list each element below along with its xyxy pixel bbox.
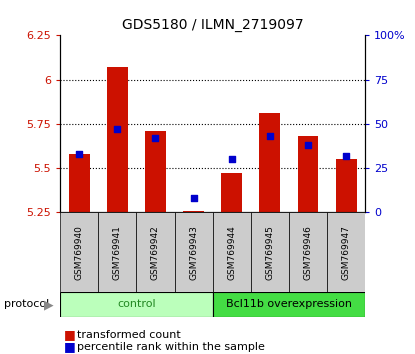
Text: Bcl11b overexpression: Bcl11b overexpression bbox=[226, 299, 352, 309]
Text: ■: ■ bbox=[64, 341, 76, 353]
Point bbox=[266, 133, 273, 139]
Text: GSM769945: GSM769945 bbox=[265, 225, 274, 280]
Point bbox=[114, 126, 121, 132]
Text: GSM769942: GSM769942 bbox=[151, 225, 160, 280]
FancyBboxPatch shape bbox=[60, 212, 98, 292]
Text: GSM769946: GSM769946 bbox=[303, 225, 312, 280]
Text: GSM769940: GSM769940 bbox=[75, 225, 84, 280]
Bar bbox=[145, 131, 166, 212]
Bar bbox=[183, 211, 204, 212]
Point bbox=[76, 151, 83, 157]
FancyBboxPatch shape bbox=[289, 212, 327, 292]
Text: GSM769944: GSM769944 bbox=[227, 225, 236, 280]
Bar bbox=[298, 136, 318, 212]
Point bbox=[152, 135, 159, 141]
Text: GSM769947: GSM769947 bbox=[342, 225, 351, 280]
FancyBboxPatch shape bbox=[137, 212, 175, 292]
FancyBboxPatch shape bbox=[60, 292, 212, 317]
Bar bbox=[259, 113, 281, 212]
FancyBboxPatch shape bbox=[327, 212, 365, 292]
FancyBboxPatch shape bbox=[212, 212, 251, 292]
FancyBboxPatch shape bbox=[212, 292, 365, 317]
Text: protocol: protocol bbox=[4, 299, 49, 309]
Bar bbox=[221, 173, 242, 212]
Text: GSM769941: GSM769941 bbox=[113, 225, 122, 280]
Point bbox=[305, 142, 311, 148]
Title: GDS5180 / ILMN_2719097: GDS5180 / ILMN_2719097 bbox=[122, 18, 303, 32]
Text: control: control bbox=[117, 299, 156, 309]
Text: transformed count: transformed count bbox=[77, 330, 181, 339]
Point bbox=[228, 156, 235, 162]
Bar bbox=[69, 154, 90, 212]
Point bbox=[343, 153, 349, 159]
Text: GSM769943: GSM769943 bbox=[189, 225, 198, 280]
Text: ■: ■ bbox=[64, 328, 76, 341]
Point bbox=[190, 195, 197, 201]
Bar bbox=[107, 67, 128, 212]
FancyBboxPatch shape bbox=[251, 212, 289, 292]
FancyBboxPatch shape bbox=[98, 212, 137, 292]
FancyBboxPatch shape bbox=[175, 212, 212, 292]
Text: percentile rank within the sample: percentile rank within the sample bbox=[77, 342, 265, 352]
Text: ▶: ▶ bbox=[44, 298, 54, 311]
Bar bbox=[336, 159, 356, 212]
